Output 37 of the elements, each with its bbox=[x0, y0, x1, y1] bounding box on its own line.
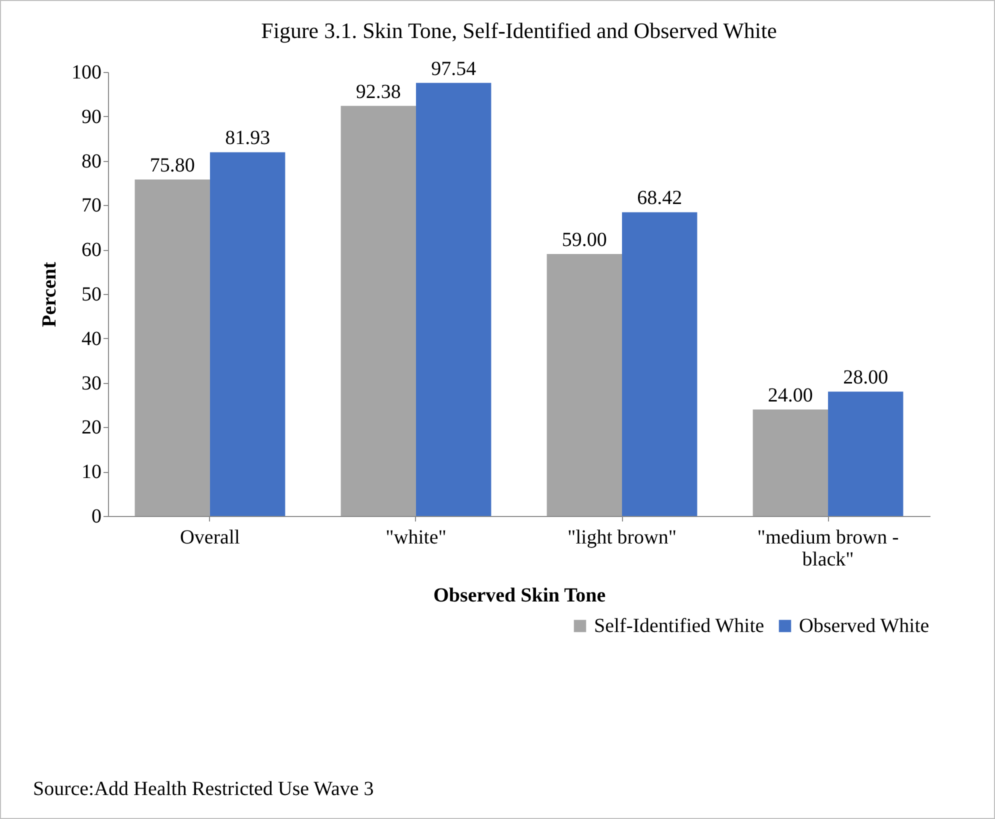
bar bbox=[210, 152, 286, 516]
data-label: 68.42 bbox=[637, 187, 682, 210]
source-note: Source:Add Health Restricted Use Wave 3 bbox=[33, 778, 374, 801]
data-label: 59.00 bbox=[562, 229, 607, 252]
x-tick-label: Overall bbox=[180, 526, 240, 548]
y-tick-label: 0 bbox=[92, 506, 102, 528]
x-axis-title: Observed Skin Tone bbox=[433, 584, 606, 606]
y-axis-title: Percent bbox=[38, 262, 60, 328]
y-tick-label: 10 bbox=[82, 461, 102, 484]
data-label: 28.00 bbox=[843, 366, 888, 389]
legend-label: Observed White bbox=[799, 615, 930, 637]
bar bbox=[340, 106, 416, 516]
chart-title: Figure 3.1. Skin Tone, Self-Identified and Observed White bbox=[261, 18, 777, 43]
data-label: 81.93 bbox=[225, 127, 270, 150]
bar bbox=[828, 392, 904, 516]
data-label: 75.80 bbox=[150, 154, 195, 176]
legend-label: Self-Identified White bbox=[594, 615, 764, 637]
y-tick-label: 80 bbox=[82, 150, 102, 172]
y-tick-label: 100 bbox=[72, 62, 102, 84]
bar bbox=[622, 212, 698, 516]
x-tick-label: "white" bbox=[386, 526, 446, 548]
bar bbox=[416, 82, 492, 516]
y-tick-label: 90 bbox=[82, 106, 102, 128]
y-tick-label: 30 bbox=[82, 372, 102, 394]
x-tick-label: "light brown" bbox=[567, 526, 677, 548]
data-label: 97.54 bbox=[431, 58, 476, 80]
data-label: 92.38 bbox=[356, 80, 401, 103]
x-tick-label: "medium brown - black" bbox=[757, 526, 899, 570]
y-tick-label: 20 bbox=[82, 416, 102, 439]
y-tick-label: 50 bbox=[82, 284, 102, 306]
y-tick-label: 70 bbox=[82, 194, 102, 217]
bar bbox=[134, 179, 210, 516]
y-tick-label: 40 bbox=[82, 328, 102, 350]
bar bbox=[546, 254, 622, 516]
bar bbox=[752, 409, 828, 516]
y-tick-label: 60 bbox=[82, 239, 102, 262]
data-label: 24.00 bbox=[768, 384, 813, 406]
